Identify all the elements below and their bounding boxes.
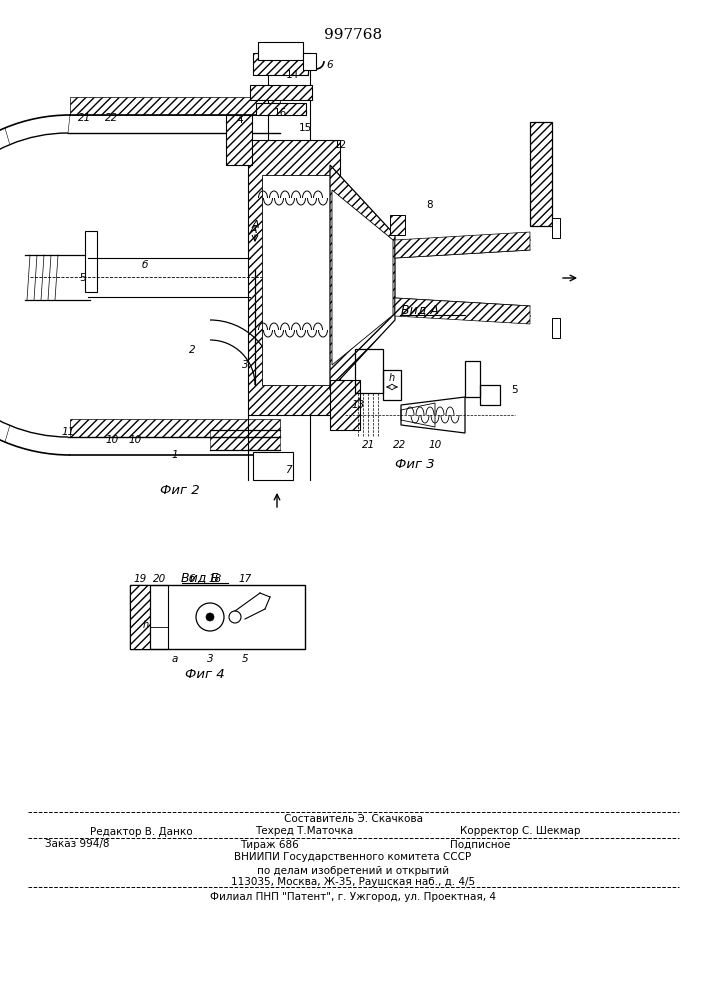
Bar (248, 140, 340, 415)
Bar (258, 42, 303, 60)
Text: Составитель Э. Скачкова: Составитель Э. Скачкова (284, 814, 423, 824)
Text: 113035, Москва, Ж-35, Раушская наб., д. 4/5: 113035, Москва, Ж-35, Раушская наб., д. … (231, 877, 475, 887)
Bar (552, 218, 560, 238)
Text: 10: 10 (105, 435, 119, 445)
Text: 13: 13 (351, 400, 365, 410)
Bar (262, 175, 330, 385)
Text: Вид Б: Вид Б (181, 572, 219, 584)
Bar (130, 585, 150, 649)
Text: 5: 5 (512, 385, 518, 395)
Text: 1: 1 (172, 450, 178, 460)
Text: 12: 12 (334, 140, 346, 150)
Bar (253, 53, 308, 75)
Polygon shape (395, 298, 530, 324)
Bar (355, 349, 383, 393)
Text: 20: 20 (153, 574, 167, 584)
Text: Корректор С. Шекмар: Корректор С. Шекмар (460, 826, 580, 836)
Text: 22: 22 (105, 113, 119, 123)
Text: 997768: 997768 (324, 28, 382, 42)
Text: h: h (143, 620, 149, 630)
Text: ВНИИПИ Государственного комитета СССР: ВНИИПИ Государственного комитета СССР (235, 852, 472, 862)
Text: 5: 5 (242, 654, 248, 664)
Text: a: a (172, 654, 178, 664)
Text: Филиал ПНП "Патент", г. Ужгород, ул. Проектная, 4: Филиал ПНП "Патент", г. Ужгород, ул. Про… (210, 892, 496, 902)
Bar (250, 85, 312, 100)
Bar (210, 430, 280, 450)
Text: A: A (249, 225, 257, 235)
Bar (70, 97, 280, 115)
Bar (256, 103, 306, 115)
Text: Вид A: Вид A (401, 304, 439, 316)
Text: б: б (142, 260, 148, 270)
Polygon shape (303, 53, 316, 70)
Text: 2: 2 (189, 345, 195, 355)
Text: 19: 19 (134, 574, 146, 584)
Text: 4: 4 (237, 115, 243, 125)
Bar (552, 318, 560, 338)
Bar (130, 585, 305, 649)
Text: 10: 10 (428, 440, 442, 450)
Bar (480, 385, 500, 405)
Text: б: б (189, 574, 195, 584)
Text: по делам изобретений и открытий: по делам изобретений и открытий (257, 865, 449, 876)
Text: 18: 18 (209, 574, 221, 584)
Text: h: h (389, 373, 395, 383)
Circle shape (206, 613, 214, 621)
Text: 21: 21 (363, 440, 375, 450)
Bar (465, 361, 480, 397)
Text: Техред Т.Маточка: Техред Т.Маточка (255, 826, 354, 836)
Text: Фиг 2: Фиг 2 (160, 484, 200, 496)
Text: 3: 3 (206, 654, 214, 664)
Text: 5: 5 (78, 273, 86, 283)
Text: Редактор В. Данко: Редактор В. Данко (90, 826, 192, 837)
Text: A: A (251, 220, 259, 230)
Text: 11: 11 (62, 427, 75, 437)
Text: Заказ 994/8: Заказ 994/8 (45, 840, 110, 850)
Bar (70, 419, 280, 437)
Bar (226, 115, 252, 165)
Text: 7: 7 (285, 465, 291, 475)
Bar (383, 370, 401, 400)
Bar (253, 452, 293, 480)
Text: 8: 8 (427, 200, 433, 210)
Bar (390, 215, 405, 235)
Text: 15: 15 (298, 123, 312, 133)
Polygon shape (330, 165, 395, 390)
Text: 6: 6 (327, 60, 333, 70)
Polygon shape (332, 190, 393, 365)
Text: 16: 16 (274, 108, 286, 118)
Bar (530, 122, 552, 226)
Bar (330, 380, 360, 430)
Text: Фиг 4: Фиг 4 (185, 668, 225, 682)
Text: Подписное: Подписное (450, 840, 510, 850)
Text: 21: 21 (78, 113, 92, 123)
Text: 10: 10 (129, 435, 141, 445)
Text: 3: 3 (242, 360, 248, 370)
Polygon shape (395, 232, 530, 258)
Bar (85, 231, 97, 292)
Text: 14: 14 (286, 70, 298, 80)
Text: 17: 17 (238, 574, 252, 584)
Text: Тираж 686: Тираж 686 (240, 840, 299, 850)
Text: Фиг 3: Фиг 3 (395, 458, 435, 472)
Bar (150, 585, 168, 649)
Text: 22: 22 (393, 440, 407, 450)
